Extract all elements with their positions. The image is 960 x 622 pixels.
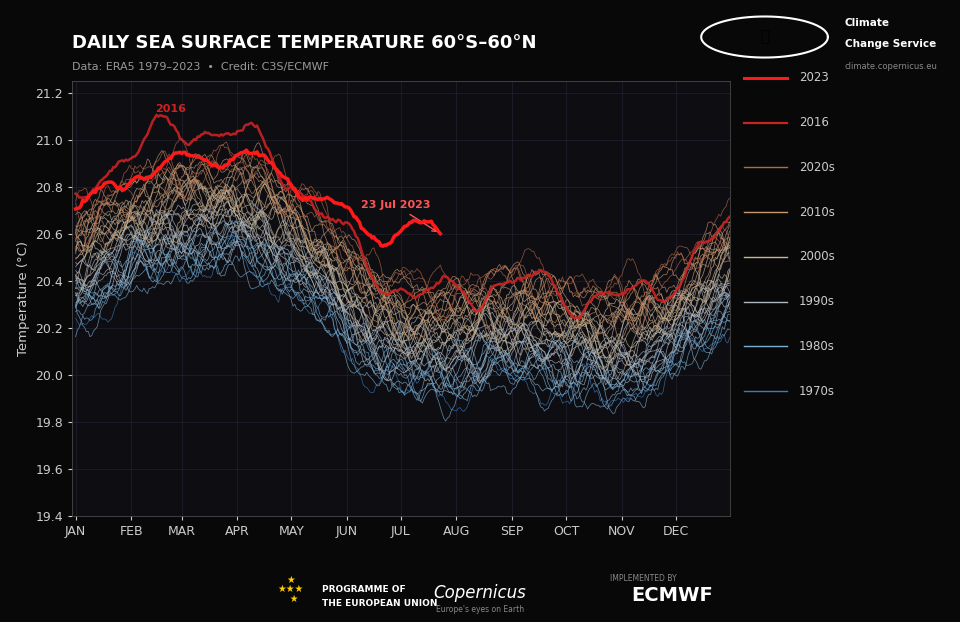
Text: 2010s: 2010s xyxy=(799,206,834,218)
Text: ECMWF: ECMWF xyxy=(631,587,713,605)
Text: 2016: 2016 xyxy=(155,103,185,113)
Text: DAILY SEA SURFACE TEMPERATURE 60°S–60°N: DAILY SEA SURFACE TEMPERATURE 60°S–60°N xyxy=(72,34,537,52)
Y-axis label: Temperature (°C): Temperature (°C) xyxy=(16,241,30,356)
Text: 🌡: 🌡 xyxy=(760,29,769,45)
Text: 1990s: 1990s xyxy=(799,295,835,308)
Text: ★
★★★
  ★: ★ ★★★ ★ xyxy=(277,575,303,603)
Text: 2000s: 2000s xyxy=(799,251,834,263)
Text: 2016: 2016 xyxy=(799,116,828,129)
Text: 2020s: 2020s xyxy=(799,161,834,174)
Text: Data: ERA5 1979–2023  •  Credit: C3S/ECMWF: Data: ERA5 1979–2023 • Credit: C3S/ECMWF xyxy=(72,62,329,72)
Text: Copernicus: Copernicus xyxy=(434,585,526,602)
Text: Europe's eyes on Earth: Europe's eyes on Earth xyxy=(436,605,524,614)
Text: 1970s: 1970s xyxy=(799,385,835,397)
Text: PROGRAMME OF: PROGRAMME OF xyxy=(322,585,405,593)
Text: IMPLEMENTED BY: IMPLEMENTED BY xyxy=(610,574,676,583)
Text: Climate: Climate xyxy=(845,18,890,29)
Text: THE EUROPEAN UNION: THE EUROPEAN UNION xyxy=(322,599,437,608)
Text: Change Service: Change Service xyxy=(845,39,936,49)
Text: 1980s: 1980s xyxy=(799,340,834,353)
Text: 2023: 2023 xyxy=(799,72,828,84)
Text: 23 Jul 2023: 23 Jul 2023 xyxy=(361,200,437,231)
Text: climate.copernicus.eu: climate.copernicus.eu xyxy=(845,62,938,71)
